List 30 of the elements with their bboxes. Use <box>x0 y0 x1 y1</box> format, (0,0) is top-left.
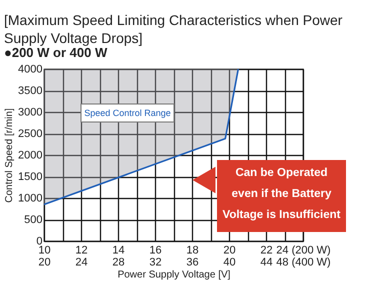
x2-tick-label: 24 <box>75 256 88 268</box>
y-tick-label: 1000 <box>18 192 42 204</box>
x2-tick-label: 36 <box>186 256 199 268</box>
x-tick-label: 24 (200 W) <box>276 244 331 256</box>
y-tick-label: 3500 <box>18 85 42 97</box>
annotation: Speed Control Range <box>84 108 171 118</box>
x-tick-label: 10 <box>38 244 51 256</box>
x2-tick-label: 20 <box>38 256 51 268</box>
x-tick-label: 20 <box>223 244 236 256</box>
y-tick-label: 500 <box>24 214 42 226</box>
x-tick-label: 18 <box>186 244 199 256</box>
y-tick-label: 2000 <box>18 150 42 162</box>
x-tick-label: 16 <box>149 244 162 256</box>
x-axis-title: Power Supply Voltage [V] <box>118 270 231 280</box>
x2-tick-label: 44 <box>260 256 273 268</box>
chart-subtitle: ●200 W or 400 W <box>4 45 108 60</box>
y-tick-label: 1500 <box>18 171 42 183</box>
y-tick-label: 4000 <box>18 64 42 76</box>
x2-tick-label: 28 <box>112 256 125 268</box>
y-axis-title: Control Speed [r/min] <box>4 108 16 203</box>
annotation: Can be Operated even if the Battery Voltage is Insufficient <box>222 167 341 221</box>
x-tick-label: 14 <box>112 244 125 256</box>
x2-tick-label: 48 (400 W) <box>276 256 331 268</box>
x2-tick-label: 32 <box>149 256 162 268</box>
y-tick-label: 2500 <box>18 128 42 140</box>
chart-title: [Maximum Speed Limiting Characteristics when Power Supply Voltage Drops] <box>4 12 343 46</box>
x-tick-label: 12 <box>75 244 88 256</box>
x-tick-label: 22 <box>260 244 273 256</box>
x2-tick-label: 40 <box>223 256 236 268</box>
y-tick-label: 3000 <box>18 106 42 118</box>
